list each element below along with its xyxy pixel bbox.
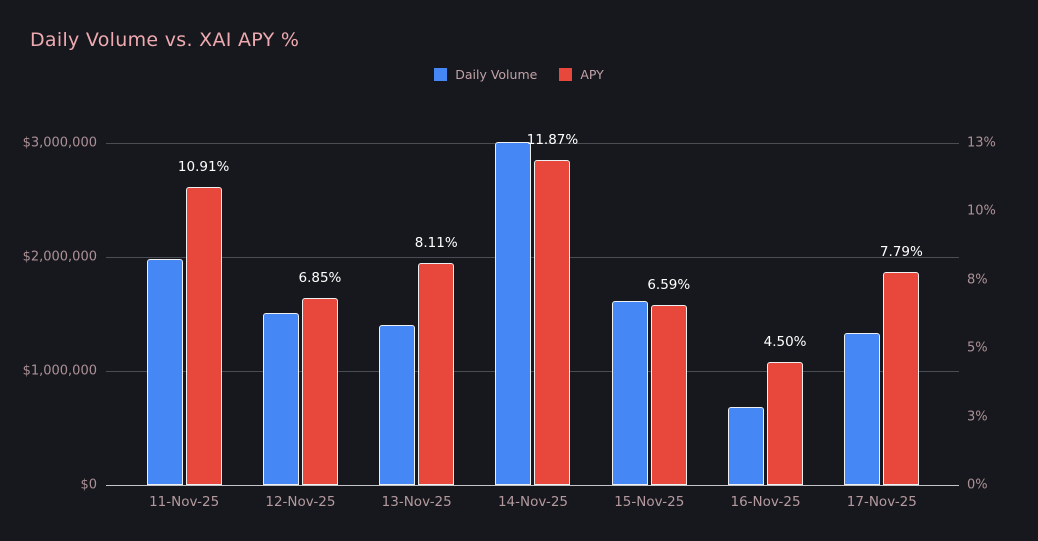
x-axis-label: 16-Nov-25 bbox=[730, 494, 801, 510]
right-axis-tick-label: 3% bbox=[967, 409, 988, 425]
apy-bar[interactable] bbox=[418, 263, 455, 485]
x-axis-label: 15-Nov-25 bbox=[614, 494, 685, 510]
apy-value-label: 10.91% bbox=[177, 158, 230, 175]
left-axis-tick-label: $0 bbox=[80, 477, 97, 493]
apy-bar[interactable] bbox=[883, 271, 920, 485]
legend-label-apy: APY bbox=[580, 67, 604, 82]
bar-group: 6.85% 12-Nov-25 bbox=[242, 143, 358, 510]
right-axis-tick-label: 8% bbox=[967, 272, 988, 288]
x-axis-label: 13-Nov-25 bbox=[381, 494, 452, 510]
left-axis-tick-label: $3,000,000 bbox=[22, 135, 97, 151]
apy-bar[interactable] bbox=[767, 361, 804, 485]
apy-bar[interactable] bbox=[534, 160, 571, 485]
bar-group: 8.11% 13-Nov-25 bbox=[359, 143, 475, 510]
left-axis-tick-label: $2,000,000 bbox=[22, 249, 97, 265]
category-band: 10.91% 11-Nov-25 6.85% 12-Nov-25 8.11% 13-Nov… bbox=[126, 132, 940, 510]
right-axis-tick-label: 13% bbox=[967, 135, 996, 151]
x-axis-label: 14-Nov-25 bbox=[497, 494, 569, 510]
daily-volume-bar[interactable] bbox=[495, 141, 532, 485]
daily-volume-bar[interactable] bbox=[611, 300, 648, 485]
plot-area: 10.91% 11-Nov-25 6.85% 12-Nov-25 8.11% 13-Nov… bbox=[23, 132, 996, 510]
bar-group: 6.59% 15-Nov-25 bbox=[591, 143, 707, 510]
legend-item-daily-volume[interactable]: Daily Volume bbox=[434, 67, 537, 82]
daily-volume-swatch bbox=[434, 68, 448, 81]
gridline bbox=[106, 371, 959, 372]
gridline bbox=[106, 257, 959, 258]
legend-label-daily-volume: Daily Volume bbox=[455, 67, 538, 82]
daily-volume-bar[interactable] bbox=[262, 312, 299, 485]
right-axis-tick-label: 0% bbox=[967, 477, 988, 493]
daily-volume-bar[interactable] bbox=[844, 332, 881, 485]
gridline bbox=[106, 143, 959, 144]
apy-value-label: 6.85% bbox=[298, 269, 342, 286]
legend-item-apy[interactable]: APY bbox=[559, 67, 604, 82]
chart-title: Daily Volume vs. XAI APY % bbox=[30, 29, 300, 51]
bar-group: 7.79% 17-Nov-25 bbox=[824, 143, 940, 510]
apy-bar[interactable] bbox=[301, 297, 338, 485]
right-axis-tick-label: 10% bbox=[967, 203, 996, 219]
bar-group: 10.91% 11-Nov-25 bbox=[126, 143, 242, 510]
daily-volume-bar[interactable] bbox=[146, 259, 183, 485]
x-axis-label: 17-Nov-25 bbox=[846, 494, 917, 510]
daily-volume-bar[interactable] bbox=[379, 325, 416, 485]
apy-value-label: 7.79% bbox=[879, 243, 923, 260]
left-axis-tick-label: $1,000,000 bbox=[22, 363, 97, 379]
right-axis-tick-label: 5% bbox=[967, 340, 988, 356]
bar-group: 11.87% 14-Nov-25 bbox=[475, 132, 591, 510]
x-axis-label: 12-Nov-25 bbox=[265, 494, 336, 510]
x-axis-label: 11-Nov-25 bbox=[149, 494, 220, 510]
x-axis-baseline bbox=[106, 485, 959, 486]
apy-value-label: 8.11% bbox=[414, 235, 458, 252]
apy-swatch bbox=[559, 68, 573, 81]
apy-value-label: 6.59% bbox=[647, 276, 691, 293]
daily-volume-bar[interactable] bbox=[728, 407, 765, 485]
apy-bar[interactable] bbox=[185, 186, 222, 485]
legend: Daily Volume APY bbox=[0, 67, 1038, 82]
apy-value-label: 11.87% bbox=[526, 132, 579, 149]
apy-bar[interactable] bbox=[650, 304, 687, 485]
apy-value-label: 4.50% bbox=[763, 333, 807, 350]
bar-group: 4.50% 16-Nov-25 bbox=[707, 143, 823, 510]
